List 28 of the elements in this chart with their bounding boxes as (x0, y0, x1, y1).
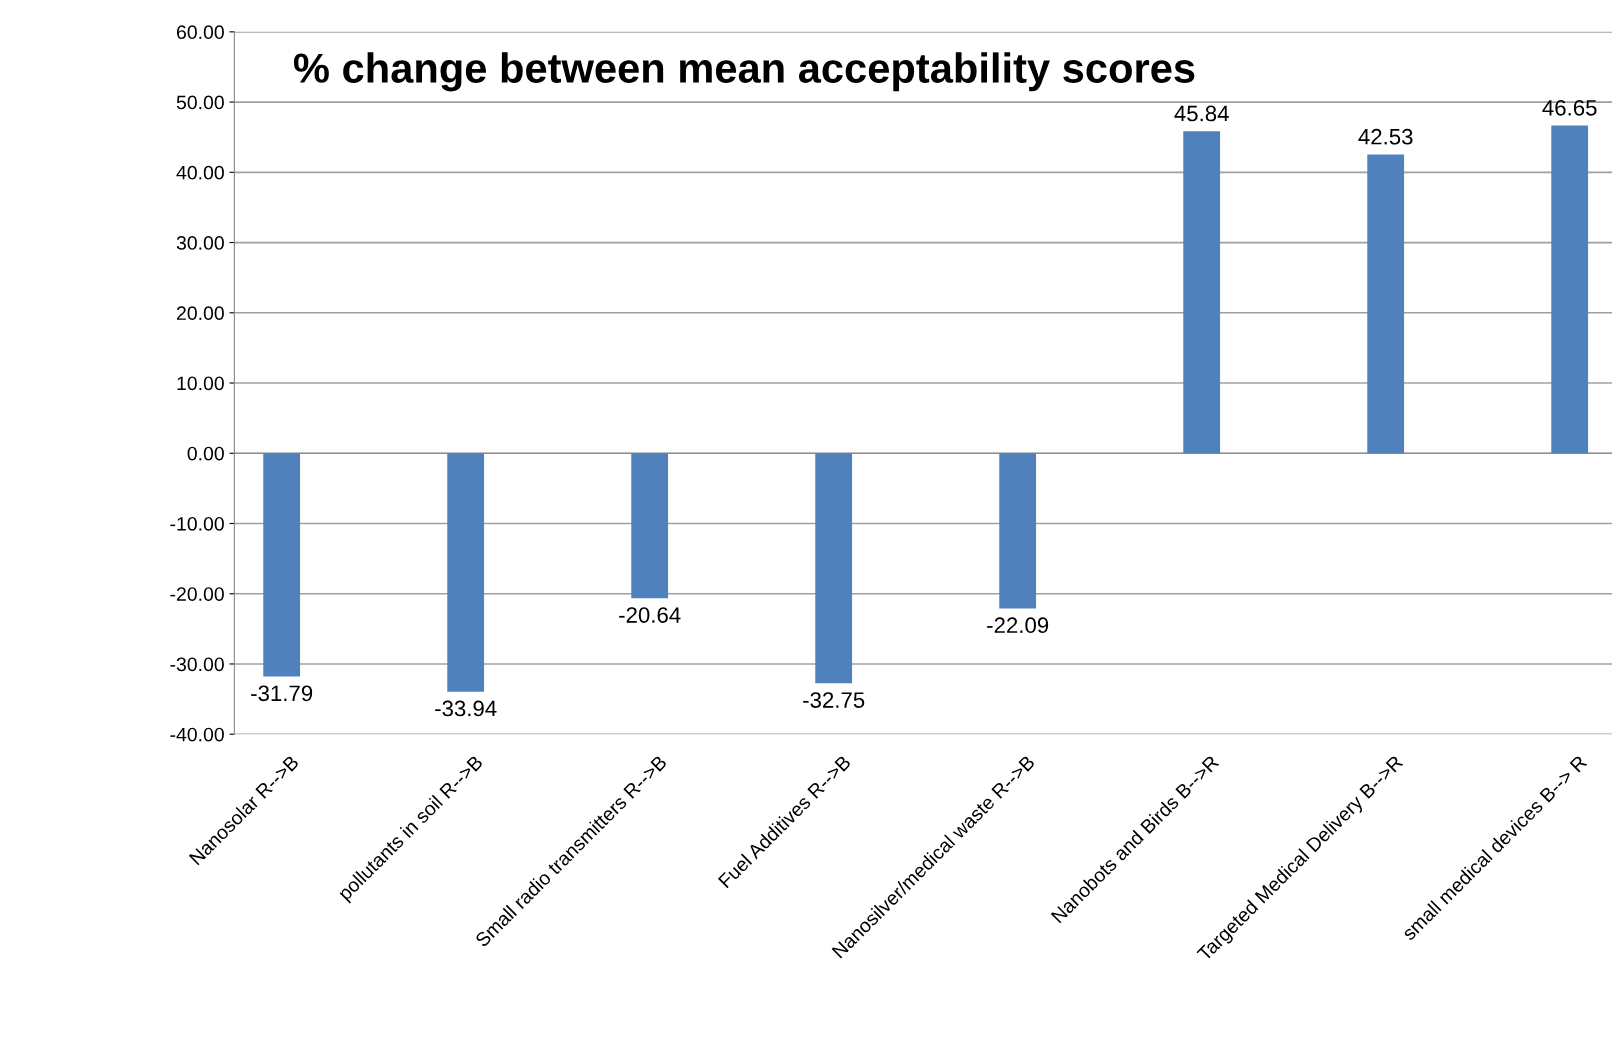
bar (631, 453, 669, 599)
bar (1367, 154, 1405, 454)
data-label: -32.75 (803, 692, 865, 708)
y-tick-label: -30.00 (170, 657, 224, 672)
bar (1183, 131, 1221, 454)
data-label: -31.79 (251, 685, 313, 702)
data-label: 45.84 (1174, 105, 1229, 122)
y-tick-label: 10.00 (177, 376, 224, 391)
bar (815, 453, 853, 684)
bar (1551, 125, 1589, 454)
y-tick-label: 40.00 (176, 165, 224, 180)
data-label: -20.64 (619, 607, 681, 623)
y-tick-label: 60.00 (177, 25, 224, 40)
bar (999, 453, 1037, 609)
chart-title: % change between mean acceptability scores (293, 52, 1195, 92)
y-tick-label: 50.00 (176, 95, 224, 110)
y-tick-label: 0.00 (187, 446, 224, 461)
data-label: 42.53 (1358, 128, 1413, 145)
y-tick-label: 20.00 (176, 306, 224, 321)
data-label: 46.65 (1542, 99, 1597, 116)
y-tick-label: -10.00 (170, 516, 224, 531)
y-tick-label: -20.00 (170, 587, 224, 601)
y-tick-label: 30.00 (176, 236, 224, 250)
data-label: -33.94 (435, 700, 497, 717)
bar (263, 453, 301, 677)
bar (447, 453, 485, 692)
y-tick-label: -40.00 (170, 727, 224, 742)
data-label: -22.09 (987, 617, 1049, 634)
